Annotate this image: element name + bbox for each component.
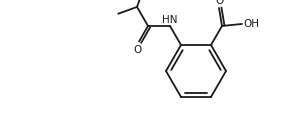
Text: O: O <box>134 45 142 55</box>
Text: OH: OH <box>243 19 259 29</box>
Text: O: O <box>215 0 223 6</box>
Text: HN: HN <box>162 15 178 25</box>
